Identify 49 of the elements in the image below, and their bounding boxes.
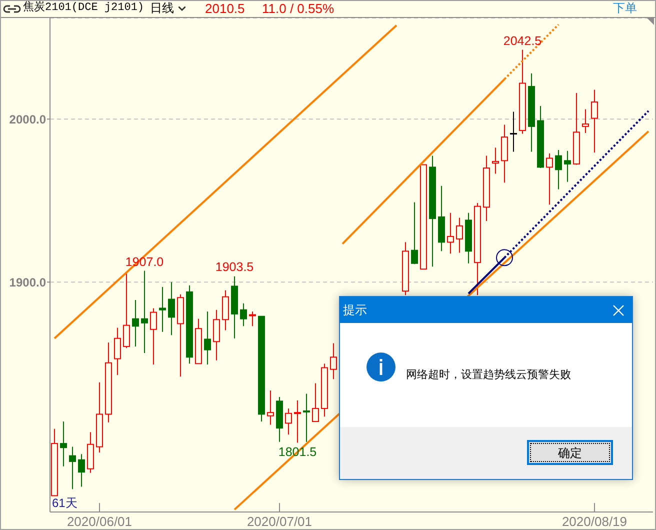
candlestick: [159, 286, 166, 332]
dialog-box: 提示 网络超时，设置趋势线云预警失败 确定: [339, 296, 633, 480]
candlestick: [78, 454, 85, 488]
x-tick-label: 2020/06/01: [66, 514, 132, 529]
annotation: 提示: [343, 302, 367, 318]
x-tick-label: 2020/07/01: [246, 514, 312, 529]
candlestick: [501, 124, 508, 184]
candlestick: [312, 382, 319, 422]
candlestick: [213, 309, 220, 361]
chart-subtitle: 日线: [150, 0, 174, 17]
candlestick: [249, 310, 256, 327]
candlestick: [555, 150, 562, 190]
annotation: 61天: [52, 496, 78, 511]
candlestick: [240, 302, 247, 327]
candlestick: [303, 393, 310, 442]
candlestick: [591, 89, 598, 154]
y-tick-label: 2000.0: [9, 112, 46, 126]
candlestick: [123, 272, 130, 349]
text: 下单: [613, 0, 637, 17]
candlestick: [150, 308, 157, 365]
candlestick: [294, 400, 301, 444]
candlestick: [285, 408, 292, 436]
candlestick: [204, 310, 211, 365]
candlestick: [492, 147, 499, 174]
candlestick: [456, 217, 463, 254]
x-tick-label: 2020/08/19: [562, 514, 628, 529]
candlestick: [411, 202, 418, 265]
chart-title: 焦炭2101(DCE j2101): [23, 0, 144, 16]
button: 确定: [527, 440, 613, 465]
annotation: 确定: [558, 444, 582, 460]
text: 11.0 / 0.55%: [262, 0, 334, 17]
annotation: 网络超时，设置趋势线云预警失败: [406, 368, 571, 383]
y-tick-label: 1900.0: [9, 275, 46, 290]
candlestick: [114, 327, 121, 376]
candlestick: [69, 446, 76, 490]
annotation: 2042.5: [503, 34, 542, 49]
candlestick: [141, 270, 148, 354]
candlestick: [222, 290, 229, 331]
candlestick: [168, 282, 175, 336]
candlestick: [564, 150, 571, 182]
text: 2010.5: [205, 0, 245, 17]
candlestick: [60, 421, 67, 467]
annotation: 1903.5: [215, 260, 254, 276]
candlestick: [330, 342, 337, 380]
candlestick: [582, 108, 589, 134]
candlestick: [132, 300, 139, 348]
candlestick: [267, 390, 274, 426]
candlestick: [447, 212, 454, 254]
candlestick: [546, 152, 553, 206]
